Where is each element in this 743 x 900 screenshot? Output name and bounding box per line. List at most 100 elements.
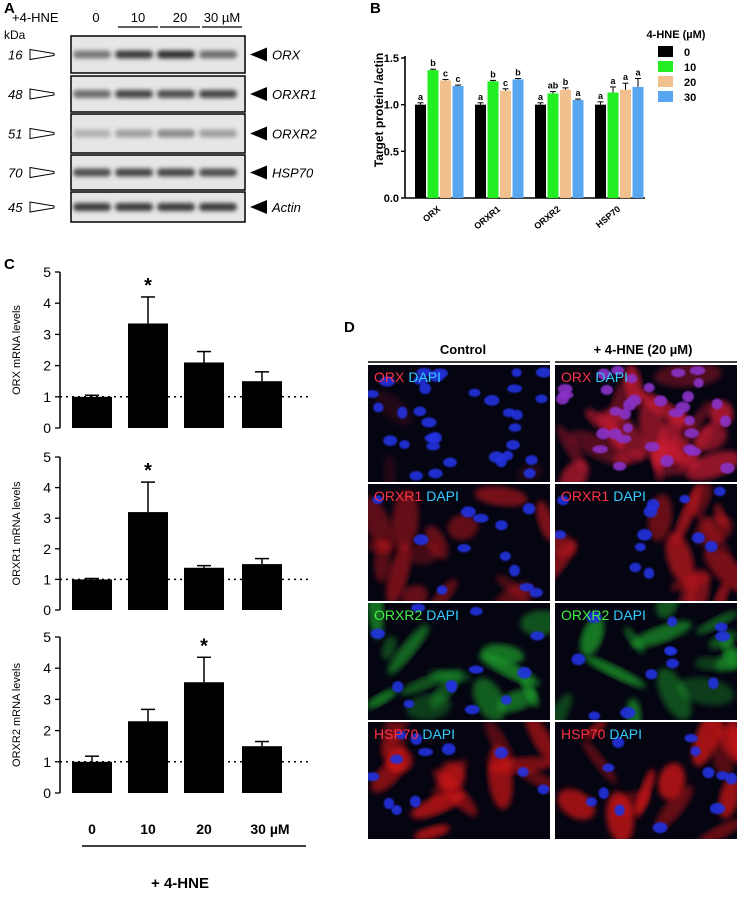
chart-b-category-label: ORX [421,204,442,224]
micro-nucleus [368,772,380,782]
blot-row-hsp70: 70 HSP70 [8,154,314,191]
micro-nucleus [416,367,432,377]
micro-cell-body [656,603,679,619]
micro-nucleus [445,680,458,690]
micro-cell-body [695,510,733,562]
micro-nucleus [666,658,679,669]
blot-band-name: ORXR2 [272,127,318,142]
micro-cell-body [584,722,607,740]
micro-cell-body [492,582,534,601]
micro-cell-body [655,785,693,831]
micro-tile-orxr2-treated: ORXR2 DAPI [555,603,737,720]
micro-nucleus [714,622,728,632]
blot-band [199,129,237,138]
micro-nucleus [645,669,658,680]
micro-marker-label: HSP70 [561,726,606,742]
micro-nucleus [615,434,632,444]
micro-cell-body [584,656,646,688]
micro-nucleus [643,567,655,579]
chart-b-bar [415,104,426,198]
micro-stain-label: ORX DAPI [561,369,628,385]
blot-kda-value: 45 [8,200,23,215]
blot-kda-value: 70 [8,166,23,181]
chart-c-bar [242,564,282,610]
micro-stain-label: HSP70 DAPI [374,726,455,742]
blot-band-name: ORX [272,48,302,63]
micro-stain-label: ORXR1 DAPI [374,488,459,504]
blot-band [73,168,111,177]
micro-nucleus [652,822,668,834]
micro-nucleus [716,771,729,781]
blot-band [199,90,237,98]
micro-nucleus [383,797,395,810]
chart-b-bar [512,79,524,198]
chart-c-ytick-label: 5 [43,264,51,280]
micro-cell-body [368,496,394,550]
chart-b-sig-letter: a [598,91,604,101]
blot-band [199,50,237,59]
chart-c-ytick-label: 4 [43,295,51,311]
blot-kda-value: 16 [8,48,23,63]
chart-b-sig-letter: b [430,58,436,68]
micro-tile-content [555,603,737,720]
micro-nucleus [689,366,706,376]
blot-band [157,129,195,138]
micro-cell-body [656,668,692,720]
blot-row-actin: 45 Actin [8,191,301,223]
micro-nucleus [592,445,609,454]
chart-c: 0 1 2 3 4 5 ORX mRNA levels * 0 1 2 3 4 5 ORXR1 mRNA l… [11,264,310,892]
chart-c-bar [128,512,168,610]
micro-nucleus [457,544,471,553]
micro-nucleus [522,503,536,515]
chart-c-category-label: 10 [140,821,156,837]
micro-nucleus [392,681,404,693]
chart-c-ytick-label: 1 [43,571,51,587]
blot-marker-arrow [29,48,55,61]
micro-nucleus [660,455,674,467]
blot-band [157,90,195,98]
chart-b-bar [475,104,486,198]
blot-band [115,50,153,59]
micro-nucleus [725,772,737,785]
micro-tile-content [555,484,737,601]
micro-nucleus [372,495,384,505]
chart-c-ytick-label: 2 [43,541,51,557]
micro-cell-body [536,500,550,542]
chart-c-ylabel: ORXR2 mRNA levels [11,663,23,767]
chart-b-legend-label: 20 [684,77,696,89]
micro-cell-body [474,486,528,507]
micro-marker-label: ORXR1 [561,488,609,504]
micro-nucleus [585,797,598,807]
micro-cell-body [685,450,737,481]
micro-nucleus [413,375,428,385]
chart-b-sig-letter: ab [548,81,559,91]
micro-dapi-label: DAPI [426,607,459,623]
chart-c-ylabel: ORX mRNA levels [11,305,23,395]
micro-nucleus [379,376,395,387]
chart-b-sig-letter: a [478,92,484,102]
blot-band [73,203,111,211]
micro-cell-body [585,408,605,429]
micro-nucleus [494,746,509,759]
chart-c-bar [72,396,112,428]
blot-band [73,50,111,59]
micro-cell-body [677,571,699,601]
micro-cell-body [381,635,397,660]
blot-band-arrow [250,47,267,62]
chart-c-ytick-label: 3 [43,691,51,707]
chart-b-legend-swatch [658,46,673,57]
micro-cell-body [387,624,430,675]
micro-cell-body [635,390,693,428]
chart-b-sig-letter: a [538,92,544,102]
micro-cell-body [694,656,729,672]
micro-cell-body [447,514,479,541]
micro-cell-body [631,620,692,648]
micro-nucleus [468,665,484,674]
chart-b-category-label: ORXR2 [532,204,562,232]
micro-nucleus [473,513,489,523]
micro-nucleus [428,468,443,479]
micro-nucleus [704,540,718,553]
micro-nucleus [395,731,407,740]
micro-nucleus [708,677,719,689]
blot-row-orxr2: 51 ORXR2 [8,113,318,154]
